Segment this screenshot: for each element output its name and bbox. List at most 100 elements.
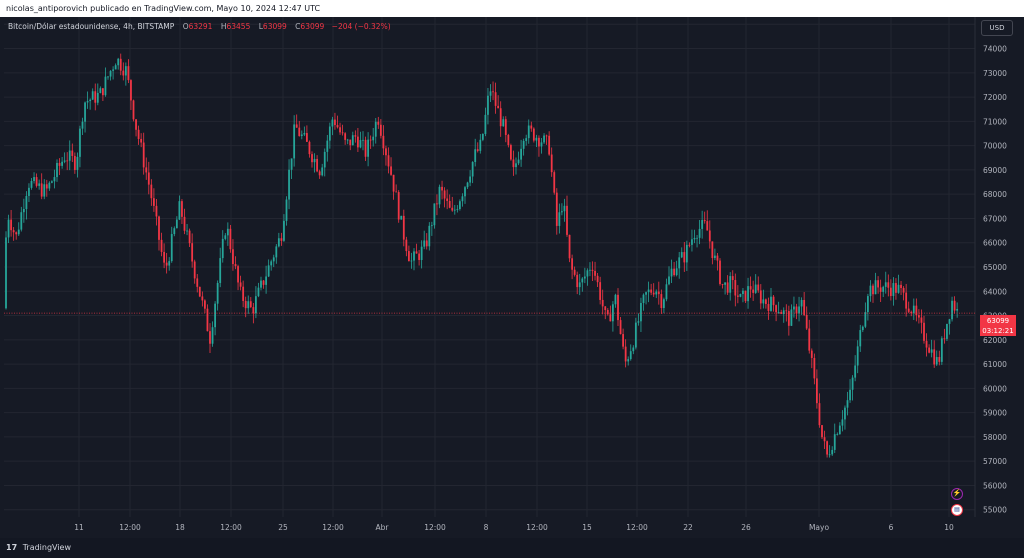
y-tick-label: 65000 xyxy=(983,263,1007,272)
candle-body xyxy=(823,437,826,442)
candle-body xyxy=(323,151,326,168)
candle-body xyxy=(89,99,92,102)
candle-body xyxy=(532,128,535,141)
candle-body xyxy=(369,139,372,141)
candle-body xyxy=(461,196,464,202)
candle-body xyxy=(828,454,831,456)
candle-body xyxy=(456,209,459,210)
x-tick-label: 25 xyxy=(278,523,288,532)
candle-body xyxy=(805,314,808,329)
candle-body xyxy=(308,141,311,155)
candle-body xyxy=(392,174,395,192)
candle-body xyxy=(10,219,12,231)
candle-body xyxy=(716,255,719,261)
candle-body xyxy=(571,258,573,270)
y-tick-label: 74000 xyxy=(983,45,1007,54)
x-tick-label: 12:00 xyxy=(119,523,141,532)
candle-body xyxy=(402,215,405,240)
candle-body xyxy=(58,162,61,166)
x-tick-label: Mayo xyxy=(809,523,830,532)
candle-body xyxy=(790,309,793,326)
candle-body xyxy=(752,289,755,293)
candle-body xyxy=(170,234,173,262)
candle-body xyxy=(846,400,849,408)
candle-body xyxy=(178,201,181,220)
candle-body xyxy=(377,121,380,125)
candle-body xyxy=(191,243,194,262)
candle-body xyxy=(79,128,81,157)
candle-body xyxy=(321,167,324,176)
bolt-icon[interactable]: ⚡ xyxy=(951,488,963,500)
candle-body xyxy=(285,199,288,221)
candle-body xyxy=(606,310,609,315)
candle-body xyxy=(487,95,489,115)
candle-body xyxy=(660,294,663,308)
currency-button[interactable]: USD xyxy=(981,20,1013,36)
y-tick-label: 68000 xyxy=(983,190,1007,199)
candle-body xyxy=(525,138,528,141)
candle-body xyxy=(548,135,551,155)
candle-body xyxy=(280,238,283,241)
y-tick-label: 62000 xyxy=(983,336,1007,345)
y-tick-label: 58000 xyxy=(983,433,1007,442)
candle-body xyxy=(413,251,415,261)
y-tick-label: 64000 xyxy=(983,287,1007,296)
candle-body xyxy=(517,159,520,164)
y-tick-label: 70000 xyxy=(983,142,1007,151)
candle-body xyxy=(721,283,724,285)
chart-area[interactable]: 7500074000730007200071000700006900068000… xyxy=(0,17,1024,538)
candle-body xyxy=(293,124,296,159)
candlestick-chart[interactable]: 7500074000730007200071000700006900068000… xyxy=(0,17,1024,538)
candle-body xyxy=(132,100,135,120)
candle-body xyxy=(430,225,433,227)
y-tick-label: 59000 xyxy=(983,409,1007,418)
x-tick-label: 12:00 xyxy=(322,523,344,532)
candle-body xyxy=(395,191,398,193)
close-label: C xyxy=(295,22,301,31)
candle-body xyxy=(810,350,813,358)
candle-body xyxy=(925,340,928,348)
candle-body xyxy=(956,309,959,311)
candle-body xyxy=(897,284,900,293)
candle-body xyxy=(591,269,594,271)
x-tick-label: 18 xyxy=(175,523,185,532)
candle-body xyxy=(515,163,517,168)
candle-body xyxy=(135,119,137,130)
candle-body xyxy=(30,181,33,188)
candle-body xyxy=(813,357,816,379)
candle-body xyxy=(747,286,749,302)
candle-body xyxy=(397,192,400,220)
x-tick-label: 11 xyxy=(74,523,84,532)
candle-body xyxy=(859,330,862,347)
last-price: 63099 xyxy=(986,317,1010,325)
us-flag-icon[interactable]: ▤ xyxy=(951,504,963,516)
candle-body xyxy=(838,425,841,435)
candle-body xyxy=(703,220,706,222)
candle-body xyxy=(907,308,910,312)
candle-body xyxy=(300,134,303,137)
candle-body xyxy=(237,266,239,283)
candle-body xyxy=(219,258,222,283)
candle-body xyxy=(673,268,675,276)
candle-body xyxy=(25,195,28,209)
change-value: −204 (−0.32%) xyxy=(331,22,391,31)
candle-body xyxy=(168,261,171,266)
last-price-tag: 63099 03:12:21 xyxy=(980,315,1016,336)
candle-body xyxy=(583,276,586,279)
candle-body xyxy=(589,269,591,271)
candle-body xyxy=(923,322,925,341)
candle-body xyxy=(124,66,127,76)
x-tick-label: 12:00 xyxy=(526,523,548,532)
candle-body xyxy=(739,294,742,297)
candle-body xyxy=(905,292,908,309)
candle-body xyxy=(538,137,540,147)
candle-body xyxy=(99,88,102,93)
candle-body xyxy=(561,211,563,213)
candle-body xyxy=(104,76,107,96)
candle-body xyxy=(45,184,48,189)
candle-body xyxy=(624,346,627,362)
y-tick-label: 60000 xyxy=(983,384,1007,393)
candle-body xyxy=(181,201,183,217)
candle-body xyxy=(953,300,956,311)
candle-body xyxy=(836,434,839,435)
